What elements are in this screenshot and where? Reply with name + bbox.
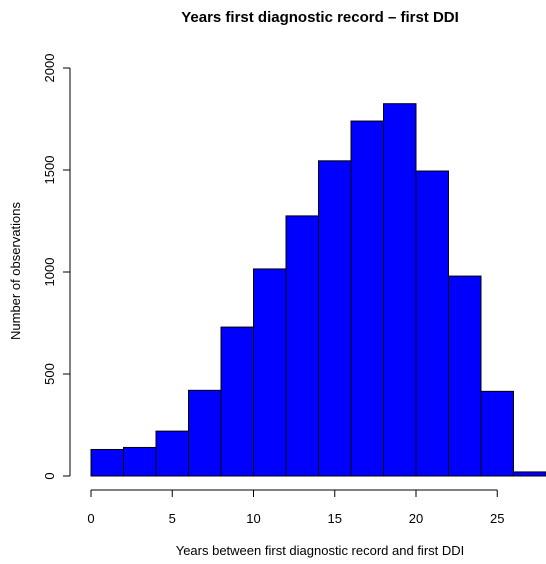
y-tick-label: 500	[42, 363, 57, 385]
x-tick-label: 15	[328, 511, 342, 526]
histogram-bar	[513, 471, 546, 477]
x-tick-label: 5	[169, 511, 176, 526]
histogram-bar	[383, 103, 417, 477]
y-axis-ticks: 0 500 1000 1500 2000	[42, 54, 70, 480]
y-tick-label: 2000	[42, 54, 57, 83]
histogram-bar	[90, 448, 124, 477]
histogram-bar	[123, 446, 157, 477]
x-tick-label: 10	[246, 511, 260, 526]
histogram-bar	[188, 389, 222, 477]
y-tick-label: 1500	[42, 156, 57, 185]
histogram-bar	[318, 160, 352, 477]
histogram-bar	[480, 390, 514, 477]
histogram-bar	[155, 430, 189, 477]
histogram-bar	[448, 275, 482, 477]
histogram-bar	[253, 268, 287, 477]
histogram-bar	[220, 326, 254, 477]
histogram-bar	[415, 170, 449, 477]
bars-group	[90, 103, 546, 477]
x-axis-ticks: 0 5 10 15 20 25	[87, 490, 504, 526]
x-tick-label: 20	[409, 511, 423, 526]
histogram-bar	[285, 215, 319, 477]
chart-title: Years first diagnostic record – first DD…	[181, 9, 459, 26]
histogram-bar	[350, 120, 384, 477]
x-tick-label: 0	[87, 511, 94, 526]
x-axis-label: Years between first diagnostic record an…	[176, 543, 465, 558]
x-tick-label: 25	[490, 511, 504, 526]
y-tick-label: 1000	[42, 258, 57, 287]
y-tick-label: 0	[42, 472, 57, 479]
y-axis-label: Number of observations	[8, 201, 23, 340]
